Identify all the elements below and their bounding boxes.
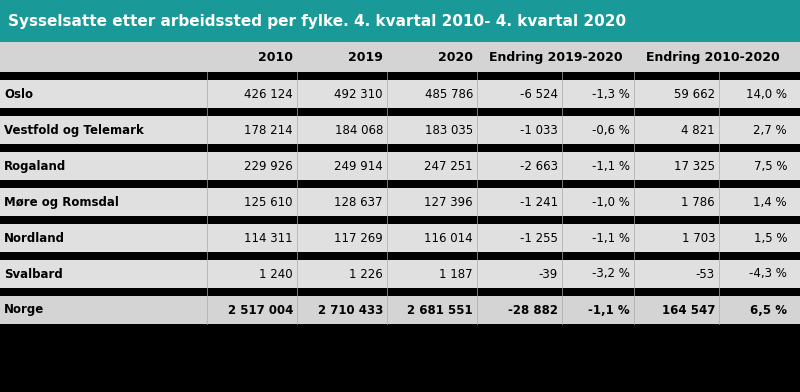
- Text: 17 325: 17 325: [674, 160, 715, 172]
- Text: 492 310: 492 310: [334, 87, 383, 100]
- Text: -1 255: -1 255: [520, 232, 558, 245]
- Text: -1 033: -1 033: [520, 123, 558, 136]
- Text: -0,6 %: -0,6 %: [592, 123, 630, 136]
- Text: 1 786: 1 786: [682, 196, 715, 209]
- Text: 2,7 %: 2,7 %: [754, 123, 787, 136]
- Text: Endring 2019-2020: Endring 2019-2020: [489, 51, 622, 64]
- Text: 7,5 %: 7,5 %: [754, 160, 787, 172]
- Bar: [0, 216, 800, 224]
- Text: Oslo: Oslo: [4, 87, 33, 100]
- Bar: [0, 252, 800, 260]
- Bar: [0, 116, 800, 144]
- Text: -53: -53: [696, 267, 715, 281]
- Bar: [0, 152, 800, 180]
- Text: -6 524: -6 524: [520, 87, 558, 100]
- Text: Nordland: Nordland: [4, 232, 65, 245]
- Text: 116 014: 116 014: [424, 232, 473, 245]
- Text: 114 311: 114 311: [244, 232, 293, 245]
- Text: -1,1 %: -1,1 %: [588, 303, 630, 316]
- Text: -1 241: -1 241: [520, 196, 558, 209]
- Text: 14,0 %: 14,0 %: [746, 87, 787, 100]
- Bar: [0, 260, 800, 288]
- Text: -2 663: -2 663: [520, 160, 558, 172]
- Text: Svalbard: Svalbard: [4, 267, 62, 281]
- Text: 164 547: 164 547: [662, 303, 715, 316]
- Text: 4 821: 4 821: [682, 123, 715, 136]
- Bar: [0, 108, 800, 116]
- Text: 1,4 %: 1,4 %: [754, 196, 787, 209]
- Bar: [0, 296, 800, 324]
- Text: 1,5 %: 1,5 %: [754, 232, 787, 245]
- Text: 2 681 551: 2 681 551: [407, 303, 473, 316]
- Text: 183 035: 183 035: [425, 123, 473, 136]
- Text: 1 226: 1 226: [350, 267, 383, 281]
- Text: 2 517 004: 2 517 004: [228, 303, 293, 316]
- Text: -1,3 %: -1,3 %: [592, 87, 630, 100]
- Text: 2020: 2020: [438, 51, 473, 64]
- Text: Sysselsatte etter arbeidssted per fylke. 4. kvartal 2010- 4. kvartal 2020: Sysselsatte etter arbeidssted per fylke.…: [8, 13, 626, 29]
- Text: 117 269: 117 269: [334, 232, 383, 245]
- Text: 249 914: 249 914: [334, 160, 383, 172]
- Text: -39: -39: [538, 267, 558, 281]
- Text: 485 786: 485 786: [425, 87, 473, 100]
- Text: 127 396: 127 396: [424, 196, 473, 209]
- Text: 247 251: 247 251: [424, 160, 473, 172]
- Text: Møre og Romsdal: Møre og Romsdal: [4, 196, 119, 209]
- Text: Norge: Norge: [4, 303, 44, 316]
- Text: Rogaland: Rogaland: [4, 160, 66, 172]
- Bar: [0, 42, 800, 72]
- Text: 1 187: 1 187: [439, 267, 473, 281]
- Text: 59 662: 59 662: [674, 87, 715, 100]
- Text: 1 703: 1 703: [682, 232, 715, 245]
- Bar: [0, 188, 800, 216]
- Text: 2 710 433: 2 710 433: [318, 303, 383, 316]
- Bar: [0, 0, 800, 42]
- Text: Endring 2010-2020: Endring 2010-2020: [646, 51, 779, 64]
- Text: 2019: 2019: [348, 51, 383, 64]
- Text: 2010: 2010: [258, 51, 293, 64]
- Text: 1 240: 1 240: [259, 267, 293, 281]
- Text: 426 124: 426 124: [244, 87, 293, 100]
- Text: -1,0 %: -1,0 %: [592, 196, 630, 209]
- Text: 184 068: 184 068: [334, 123, 383, 136]
- Bar: [0, 144, 800, 152]
- Text: -28 882: -28 882: [508, 303, 558, 316]
- Text: 229 926: 229 926: [244, 160, 293, 172]
- Text: 6,5 %: 6,5 %: [750, 303, 787, 316]
- Text: -3,2 %: -3,2 %: [592, 267, 630, 281]
- Text: -4,3 %: -4,3 %: [749, 267, 787, 281]
- Bar: [0, 180, 800, 188]
- Text: -1,1 %: -1,1 %: [592, 232, 630, 245]
- Text: 178 214: 178 214: [244, 123, 293, 136]
- Text: 125 610: 125 610: [245, 196, 293, 209]
- Bar: [0, 288, 800, 296]
- Bar: [0, 80, 800, 108]
- Bar: [0, 224, 800, 252]
- Text: Vestfold og Telemark: Vestfold og Telemark: [4, 123, 144, 136]
- Text: -1,1 %: -1,1 %: [592, 160, 630, 172]
- Text: 128 637: 128 637: [334, 196, 383, 209]
- Bar: [0, 72, 800, 80]
